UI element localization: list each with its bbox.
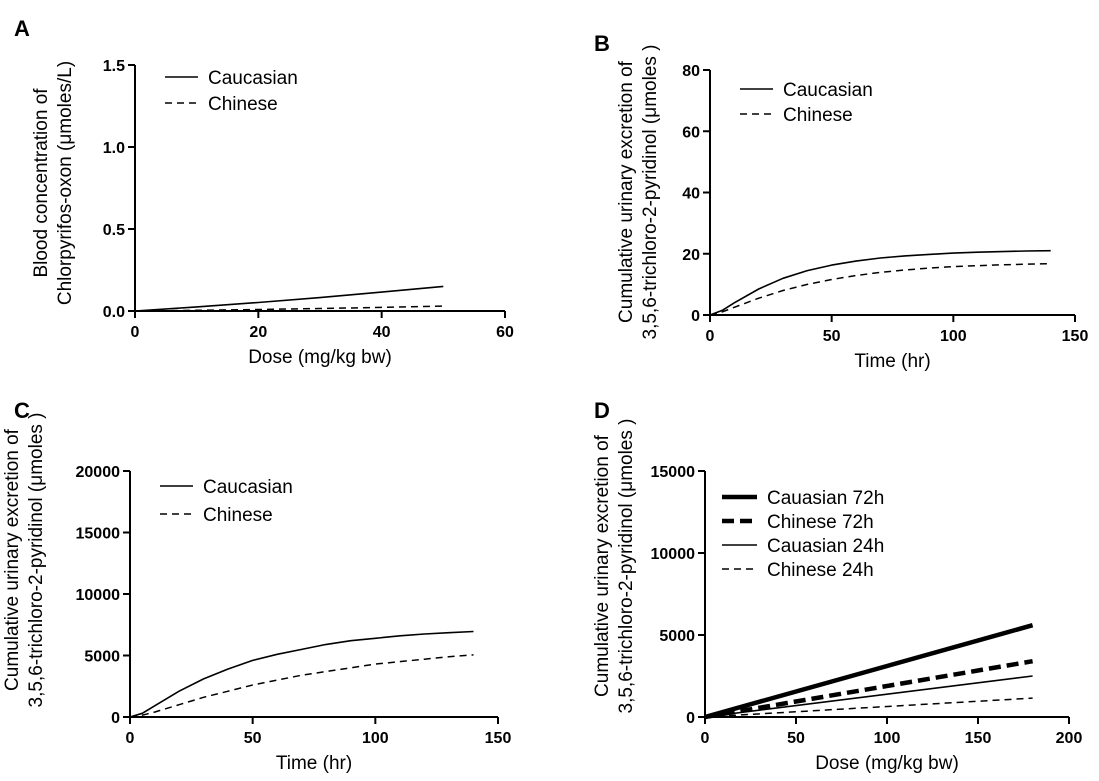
panel-letter: B [594, 31, 610, 56]
panel-a: A 0.0 0.5 1.0 1.5 0 20 40 60 Dose (mg/kg bw) Blood… [14, 16, 514, 368]
y-axis-title-line-1: Cumulative urinary excretion of [2, 428, 23, 691]
panel-c: C 0 5000 10000 15000 20000 0 50 100 150 Time (hr) C… [2, 398, 511, 774]
y-tick-label: 15000 [76, 526, 121, 543]
panel-letter: D [594, 398, 610, 423]
series-line-2 [704, 658, 1033, 720]
legend-label-1: Caucasian [208, 68, 298, 89]
y-tick-label: 10000 [651, 546, 696, 563]
y-tick-label: 0 [686, 710, 695, 727]
legend-label-3: Cauasian 24h [767, 536, 884, 557]
x-tick-label: 0 [701, 730, 710, 747]
x-axis-title: Dose (mg/kg bw) [815, 753, 959, 774]
x-tick-label: 150 [485, 730, 512, 747]
series-line-4 [704, 697, 1033, 718]
x-tick-label: 50 [787, 730, 805, 747]
panel-b: B 0 20 40 60 80 0 50 100 150 Time (hr) Cumulative u… [594, 31, 1088, 372]
y-axis-title-line-2: 3,5,6-trichloro-2-pyridinol (μmoles ) [640, 45, 661, 340]
x-tick-label: 200 [1056, 730, 1083, 747]
legend-label-2: Chinese [203, 505, 273, 526]
y-tick-label: 15000 [651, 464, 696, 481]
x-tick-label: 50 [244, 730, 262, 747]
x-tick-label: 0 [126, 730, 135, 747]
x-tick-label: 150 [965, 730, 992, 747]
y-axis-title-line-1: Blood concentration of [31, 88, 52, 278]
y-tick-label: 60 [682, 124, 700, 141]
legend-label-2: Chinese [783, 105, 853, 126]
y-tick-label: 0 [111, 710, 120, 727]
series-line-1 [134, 285, 444, 312]
y-tick-label: 0.5 [103, 222, 125, 239]
y-tick-label: 0 [691, 308, 700, 325]
series-line-1 [704, 623, 1034, 720]
legend-label-1: Cauasian 72h [767, 488, 884, 509]
x-tick-label: 0 [131, 324, 140, 341]
y-tick-label: 1.5 [103, 58, 125, 75]
series-line-2 [134, 305, 444, 312]
y-axis-title-line-2: Chlorpyrifos-oxon (μmoles/L) [55, 61, 76, 305]
legend-label-2: Chinese 72h [767, 512, 874, 533]
legend-label-1: Caucasian [203, 477, 293, 498]
x-axis-title: Dose (mg/kg bw) [248, 347, 392, 368]
panel-letter: A [14, 16, 30, 41]
x-axis-title: Time (hr) [854, 351, 930, 372]
x-tick-label: 40 [373, 324, 391, 341]
panel-letter: C [14, 398, 30, 423]
y-axis-title-line-1: Cumulative urinary excretion of [616, 60, 637, 323]
x-tick-label: 100 [940, 328, 967, 345]
y-tick-label: 0.0 [103, 304, 125, 321]
x-axis-title: Time (hr) [276, 753, 352, 774]
x-tick-label: 0 [706, 328, 715, 345]
y-tick-label: 20 [682, 247, 700, 264]
y-tick-label: 1.0 [103, 140, 125, 157]
legend-label-1: Caucasian [783, 80, 873, 101]
x-tick-label: 20 [249, 324, 267, 341]
y-tick-label: 5000 [659, 628, 695, 645]
x-tick-label: 100 [874, 730, 901, 747]
y-axis-title-line-2: 3,5,6-trichloro-2-pyridinol (μmoles ) [616, 419, 637, 714]
y-tick-label: 40 [682, 186, 700, 203]
y-tick-label: 20000 [76, 464, 121, 481]
y-tick-label: 10000 [76, 587, 121, 604]
x-tick-label: 150 [1062, 328, 1089, 345]
x-tick-label: 60 [496, 324, 514, 341]
series-line-2 [129, 654, 474, 718]
legend-label-2: Chinese [208, 94, 278, 115]
panel-d: D 0 5000 10000 15000 0 50 100 150 200 Dose (mg/kg … [592, 398, 1082, 774]
x-tick-label: 100 [362, 730, 389, 747]
series-line-1 [129, 630, 474, 718]
series-line-1 [709, 249, 1051, 316]
series-line-3 [704, 675, 1033, 718]
x-tick-label: 50 [823, 328, 841, 345]
legend-label-4: Chinese 24h [767, 560, 874, 581]
y-tick-label: 5000 [84, 649, 120, 666]
y-tick-label: 80 [682, 63, 700, 80]
series-line-2 [709, 262, 1051, 316]
y-axis-title-line-2: 3,5,6-trichloro-2-pyridinol (μmoles ) [26, 413, 47, 708]
y-axis-title-line-1: Cumulative urinary excretion of [592, 434, 613, 697]
